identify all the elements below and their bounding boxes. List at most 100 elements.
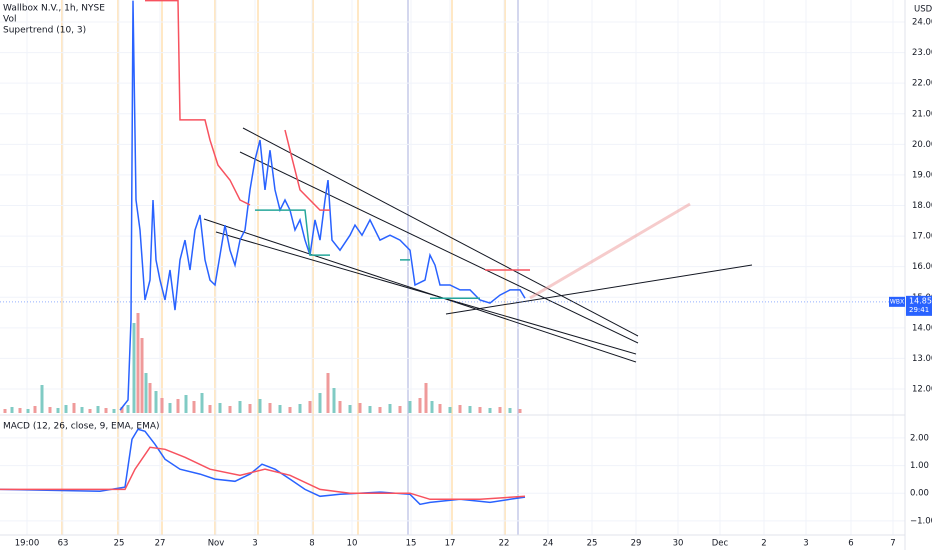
volume-bar bbox=[72, 403, 76, 413]
x-tick-label: 29 bbox=[631, 539, 642, 549]
volume-bar bbox=[33, 406, 37, 413]
legend-title: Wallbox N.V., 1h, NYSE bbox=[3, 4, 105, 14]
currency: USD bbox=[914, 5, 932, 15]
volume-bar bbox=[424, 383, 428, 413]
y-tick-label: 12.00 bbox=[912, 385, 932, 395]
x-tick-label: 27 bbox=[155, 539, 166, 549]
macd-tick-label: 1.00 bbox=[910, 461, 929, 471]
volume-bar bbox=[278, 405, 282, 413]
volume-bar bbox=[248, 404, 252, 413]
y-tick-label: 18.00 bbox=[912, 201, 932, 211]
volume-bar bbox=[154, 391, 158, 413]
x-tick-label: 19:00 bbox=[15, 539, 40, 549]
volume-bar bbox=[388, 404, 392, 413]
y-tick-label: 24.00 bbox=[912, 18, 932, 28]
x-tick-label: 6 bbox=[848, 539, 853, 549]
volume-bar bbox=[458, 405, 462, 413]
volume-bar bbox=[112, 409, 116, 413]
projection bbox=[529, 202, 691, 300]
volume-bar bbox=[10, 407, 14, 413]
volume-bar bbox=[88, 409, 92, 413]
x-tick-label: 17 bbox=[445, 539, 456, 549]
symbol-label: WBX bbox=[890, 298, 904, 305]
x-tick-label: Dec bbox=[712, 539, 729, 549]
x-tick-label: 25 bbox=[587, 539, 598, 549]
volume-bar bbox=[478, 407, 482, 413]
y-tick-label: 22.00 bbox=[912, 79, 932, 89]
x-tick-label: 30 bbox=[673, 539, 684, 549]
volume-bar bbox=[238, 401, 242, 413]
series-line bbox=[0, 428, 526, 506]
x-tick-label: 63 bbox=[58, 539, 69, 549]
volume-bar bbox=[418, 398, 422, 413]
y-tick-label: 23.00 bbox=[912, 48, 932, 58]
volume-bar bbox=[136, 313, 140, 413]
volume-bar bbox=[348, 405, 352, 413]
volume-bar bbox=[120, 407, 124, 413]
volume-bar bbox=[298, 404, 302, 413]
x-tick-label: 10 bbox=[347, 539, 358, 549]
volume-bar bbox=[184, 395, 188, 413]
session-lines bbox=[0, 0, 905, 535]
volume-bar bbox=[192, 401, 196, 413]
x-tick-label: 3 bbox=[252, 539, 257, 549]
x-tick-label: 3 bbox=[803, 539, 808, 549]
symbol-box bbox=[889, 296, 905, 307]
volume-bar bbox=[498, 407, 502, 413]
price-label: 14.85 bbox=[909, 296, 932, 305]
y-tick-label: 20.00 bbox=[912, 140, 932, 150]
macd-tick-label: 2.00 bbox=[910, 433, 929, 443]
legend-supertrend: Supertrend (10, 3) bbox=[3, 26, 86, 36]
volume-bar bbox=[140, 338, 144, 413]
macd-tick-label: 0.00 bbox=[910, 489, 929, 499]
x-tick-label: 8 bbox=[309, 539, 314, 549]
macd-tick-label: −1.00 bbox=[910, 516, 932, 526]
y-tick-label: 21.00 bbox=[912, 109, 932, 119]
x-tick-label: 25 bbox=[114, 539, 125, 549]
volume-bar bbox=[488, 408, 492, 413]
x-tick-label: 7 bbox=[890, 539, 895, 549]
volume-bar bbox=[104, 408, 108, 413]
volume-bar bbox=[288, 407, 292, 413]
volume-bar bbox=[338, 401, 342, 413]
countdown-label: 29:41 bbox=[909, 306, 929, 314]
volume-bar bbox=[332, 388, 336, 413]
series-line bbox=[145, 0, 530, 271]
price-box bbox=[906, 295, 932, 316]
volume-bar bbox=[228, 406, 232, 413]
volume-bar bbox=[268, 403, 272, 413]
volume-bar bbox=[18, 408, 22, 413]
volume-bar bbox=[438, 404, 442, 413]
series-line bbox=[255, 209, 480, 299]
volume-bar bbox=[80, 407, 84, 413]
legend-macd: MACD (12, 26, close, 9, EMA, EMA) bbox=[3, 422, 160, 432]
volume-bar bbox=[148, 383, 152, 413]
volume-bar bbox=[126, 405, 130, 413]
volume-bar bbox=[398, 406, 402, 413]
y-tick-label: 14.00 bbox=[912, 323, 932, 333]
y-tick-label: 13.00 bbox=[912, 354, 932, 364]
volume-bar bbox=[430, 401, 434, 413]
volume-bar bbox=[200, 393, 204, 413]
x-tick-label: 24 bbox=[543, 539, 554, 549]
volume-bar bbox=[468, 406, 472, 413]
volume-bar bbox=[3, 409, 7, 413]
volume-bar bbox=[518, 409, 522, 413]
volume-bar bbox=[368, 406, 372, 413]
volume-bar bbox=[218, 403, 222, 413]
volume-bar bbox=[208, 405, 212, 413]
y-tick-label: 17.00 bbox=[912, 232, 932, 242]
volume-bar bbox=[96, 406, 100, 413]
legend-vol: Vol bbox=[3, 15, 16, 25]
volume-bar bbox=[48, 407, 52, 413]
volume-bar bbox=[176, 399, 180, 413]
volume-bar bbox=[64, 405, 68, 413]
volume-bar bbox=[132, 323, 136, 413]
volume-bar bbox=[168, 403, 172, 413]
volume-bar bbox=[378, 407, 382, 413]
volume-bar bbox=[326, 373, 330, 413]
volume-bar bbox=[144, 373, 148, 413]
volume-bar bbox=[358, 403, 362, 413]
x-tick-label: 15 bbox=[406, 539, 417, 549]
